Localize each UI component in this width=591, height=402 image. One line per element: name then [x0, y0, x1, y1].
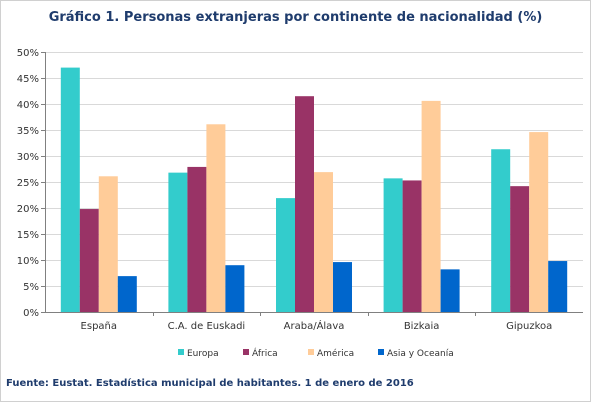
bar-europa	[383, 178, 403, 312]
y-tick-label: 45%	[17, 74, 39, 85]
legend-entry: Europa	[187, 349, 219, 359]
bar-asia-y-ocean-a	[333, 262, 352, 312]
x-tick-label: Araba/Álava	[284, 319, 345, 332]
bar-asia-y-ocean-a	[225, 265, 245, 312]
y-tick-label: 15%	[17, 230, 39, 241]
bar-am-rica	[421, 100, 441, 312]
legend-entry: América	[317, 348, 354, 359]
y-tick-label: 20%	[17, 204, 39, 215]
bar-am-rica	[529, 132, 549, 312]
x-tick-label: Gipuzkoa	[506, 321, 552, 332]
y-tick-label: 0%	[23, 308, 39, 319]
legend-entry: Asia y Oceanía	[387, 349, 454, 359]
bar-am-rica	[206, 124, 226, 312]
legend-swatch	[308, 349, 314, 355]
legend-entry: África	[252, 347, 278, 359]
bar-europa	[60, 67, 80, 312]
y-tick-label: 50%	[17, 48, 39, 59]
bar-am-rica	[314, 172, 333, 312]
x-tick-label: España	[81, 321, 117, 332]
chart-title: Gráfico 1. Personas extranjeras por cont…	[48, 10, 543, 25]
bar--frica	[510, 186, 530, 312]
x-tick-label: Bizkaia	[404, 321, 440, 332]
y-tick-label: 10%	[17, 256, 39, 267]
source-note: Fuente: Eustat. Estadística municipal de…	[6, 378, 414, 389]
bar--frica	[295, 96, 314, 312]
bar-asia-y-ocean-a	[440, 269, 460, 312]
bar-asia-y-ocean-a	[548, 261, 568, 312]
legend-swatch	[378, 349, 384, 355]
bar-asia-y-ocean-a	[117, 276, 137, 312]
y-tick-label: 30%	[17, 152, 39, 163]
bar-europa	[491, 149, 511, 312]
legend-swatch	[178, 349, 184, 355]
bar--frica	[402, 180, 422, 312]
bar--frica	[79, 209, 99, 312]
legend-swatch	[243, 349, 249, 355]
bar-europa	[168, 172, 188, 312]
x-tick-label: C.A. de Euskadi	[168, 321, 246, 332]
y-tick-label: 25%	[17, 178, 39, 189]
bar-europa	[276, 198, 295, 312]
y-tick-label: 40%	[17, 100, 39, 111]
y-tick-label: 35%	[17, 126, 39, 137]
bar--frica	[187, 166, 207, 312]
y-tick-label: 5%	[23, 282, 39, 293]
bar-am-rica	[98, 176, 118, 312]
